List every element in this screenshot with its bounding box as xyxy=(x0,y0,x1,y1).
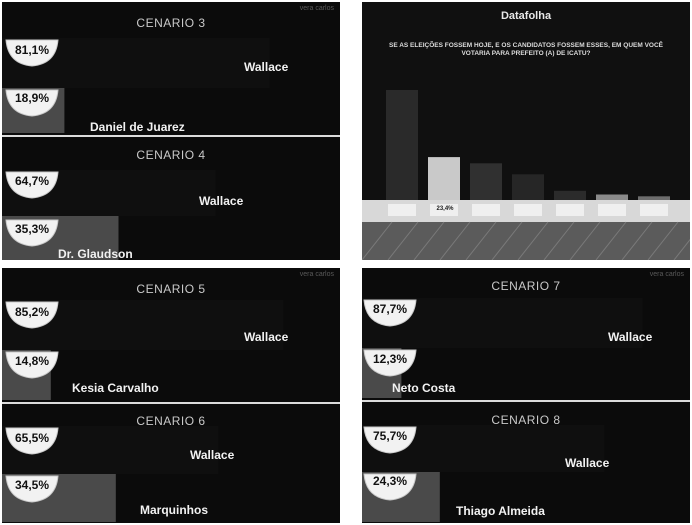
floor-stripe xyxy=(413,221,445,260)
percentage-badge xyxy=(363,426,417,454)
scenario-5-title: CENARIO 5 xyxy=(136,282,206,296)
percentage-badge xyxy=(363,299,417,327)
percentage-badge xyxy=(5,89,59,117)
floor-stripe xyxy=(647,221,679,260)
scenario-5-pct-kesia: 14,8% xyxy=(14,354,50,368)
poll-bar-label-box xyxy=(556,204,584,216)
scenario-4-pct-glaudson: 35,3% xyxy=(14,222,50,236)
poll-bar xyxy=(386,90,418,200)
scenario-4-name-wallace: Wallace xyxy=(199,194,244,208)
percentage-badge xyxy=(5,475,59,503)
scenario-panel-5-6: vera carlos CENARIO 5 85,2% Wallace 14,8… xyxy=(2,268,340,523)
poll-bar-label-box xyxy=(514,204,542,216)
scenario-panel-7-8: vera carlos CENARIO 7 87,7% Wallace 12,3… xyxy=(362,268,690,523)
poll-question: SE AS ELEIÇÕES FOSSEM HOJE, E OS CANDIDA… xyxy=(388,42,663,57)
percentage-badge xyxy=(5,219,59,247)
scenario-divider xyxy=(362,400,690,402)
scenario-8-name-thiago: Thiago Almeida xyxy=(456,504,545,518)
scenario-bars-3-4 xyxy=(2,38,270,260)
scenario-panel-3-4: vera carlos CENARIO 3 81,1% Wallace 18,9… xyxy=(2,2,340,260)
scenario-7-name-wallace: Wallace xyxy=(608,330,653,344)
watermark: vera carlos xyxy=(299,271,334,278)
scenario-6-name-wallace: Wallace xyxy=(190,448,235,462)
percentage-badge xyxy=(5,301,59,329)
scenario-3-name-daniel: Daniel de Juarez xyxy=(90,120,185,134)
poll-bar-label: 23,4% xyxy=(436,206,454,212)
scenario-8-name-wallace: Wallace xyxy=(565,456,610,470)
scenario-3-pct-daniel: 18,9% xyxy=(14,91,50,105)
percentage-badge xyxy=(5,427,59,455)
scenario-8-pct-wallace: 75,7% xyxy=(372,429,408,443)
scenario-5-name-kesia: Kesia Carvalho xyxy=(72,381,159,395)
scenario-6-pct-wallace: 65,5% xyxy=(14,431,50,445)
scenario-8-pct-thiago: 24,3% xyxy=(372,474,408,488)
scenario-bars-7-8 xyxy=(362,298,643,522)
poll-bar-label-box xyxy=(388,204,416,216)
scenario-6-pct-marquinhos: 34,5% xyxy=(14,478,50,492)
percentage-badge xyxy=(5,39,59,67)
poll-bar xyxy=(596,194,628,200)
floor-stripe xyxy=(362,221,393,260)
poll-bar-label-box xyxy=(472,204,500,216)
scenario-3-title: CENARIO 3 xyxy=(136,16,206,30)
floor-stripe xyxy=(569,221,601,260)
percentage-badge xyxy=(5,171,59,199)
scenario-bars-5-6 xyxy=(2,300,284,522)
poll-chart xyxy=(362,90,690,260)
stage-floor xyxy=(362,222,690,260)
floor-stripe xyxy=(491,221,523,260)
poll-bar xyxy=(428,157,460,200)
scenario-7-title: CENARIO 7 xyxy=(491,279,561,293)
floor-stripe xyxy=(595,221,627,260)
watermark: vera carlos xyxy=(299,5,334,12)
floor-stripe xyxy=(517,221,549,260)
poll-bar xyxy=(470,163,502,200)
scenario-4-title: CENARIO 4 xyxy=(136,148,206,162)
watermark: vera carlos xyxy=(649,271,684,278)
scenario-divider xyxy=(2,402,340,404)
poll-bar-label-box xyxy=(430,204,458,216)
scenario-7-name-neto: Neto Costa xyxy=(392,381,456,395)
floor-stripe xyxy=(465,221,497,260)
floor-stripe xyxy=(673,238,690,260)
scenario-6-name-marquinhos: Marquinhos xyxy=(140,503,208,517)
floor-stripe xyxy=(439,221,471,260)
scenario-4-pct-wallace: 64,7% xyxy=(14,174,50,188)
datafolha-logo: Datafolha xyxy=(500,10,552,22)
scenario-3-pct-wallace: 81,1% xyxy=(14,43,50,57)
scenario-6-title: CENARIO 6 xyxy=(136,414,206,428)
poll-bar-label-box xyxy=(598,204,626,216)
scenario-5-pct-wallace: 85,2% xyxy=(14,305,50,319)
poll-chart-panel: Datafolha SE AS ELEIÇÕES FOSSEM HOJE, E … xyxy=(362,2,690,260)
percentage-badge xyxy=(363,473,417,501)
percentage-badge xyxy=(363,349,417,377)
scenario-3-name-wallace: Wallace xyxy=(244,60,289,74)
percentage-badge xyxy=(5,351,59,379)
poll-bar-label-box xyxy=(640,204,668,216)
scenario-4-name-glaudson: Dr. Glaudson xyxy=(58,247,133,260)
poll-bar xyxy=(638,196,670,200)
scenario-divider xyxy=(2,135,340,137)
scenario-7-pct-wallace: 87,7% xyxy=(372,302,408,316)
scenario-8-title: CENARIO 8 xyxy=(491,413,561,427)
floor-stripe xyxy=(387,221,419,260)
floor-stripe xyxy=(621,221,653,260)
poll-bar xyxy=(554,190,586,200)
poll-bar xyxy=(512,174,544,200)
floor-stripe xyxy=(543,221,575,260)
scenario-5-name-wallace: Wallace xyxy=(244,330,289,344)
scenario-7-pct-neto: 12,3% xyxy=(372,352,408,366)
